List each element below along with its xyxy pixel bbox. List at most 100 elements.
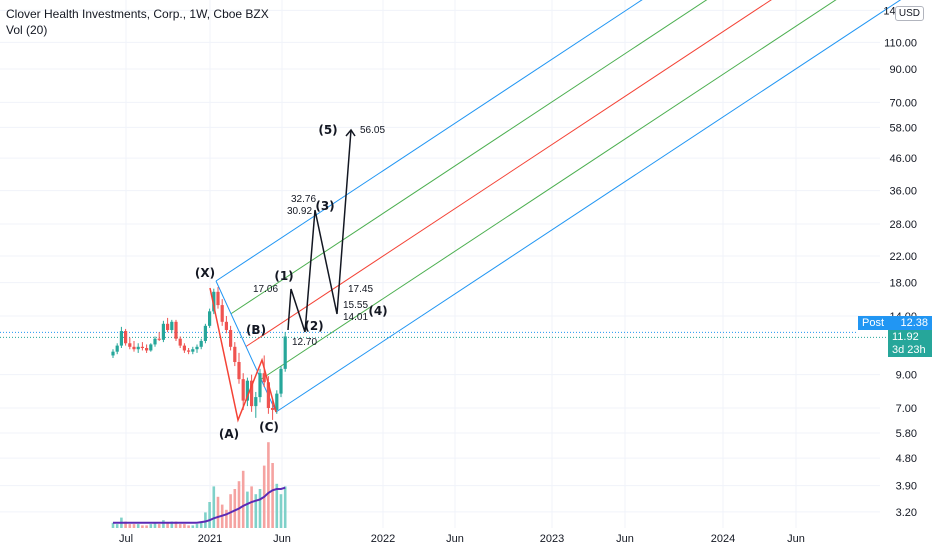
volume-bar [241, 470, 245, 528]
post-label: Post [862, 317, 885, 329]
time-axis: Jul 2021 Jun 2022 Jun 2023 Jun 2024 Jun [119, 533, 805, 545]
volume-bar [166, 522, 169, 528]
candle-body [266, 382, 270, 408]
wave-label: (5) [318, 123, 337, 137]
x-tick-label: Jun [273, 533, 291, 545]
candle-body [119, 331, 123, 346]
wave-annotations: (X) (A) (B) (C) (1) (2) (3) (4) (5) 17.06 12.70 32.… [195, 123, 388, 441]
currency-selector[interactable]: USD [894, 6, 924, 21]
candle-body [191, 349, 195, 352]
candle-body [166, 323, 170, 330]
x-tick-label: Jun [446, 533, 464, 545]
candle-body [233, 346, 237, 362]
volume-bar [136, 524, 140, 528]
volume-bar [212, 486, 216, 528]
candle-body [128, 343, 132, 347]
candle-body [212, 291, 216, 312]
wave-price-note: 14.01 [343, 312, 368, 323]
wave-price-note: 30.92 [287, 206, 312, 217]
impulse-path [287, 129, 352, 333]
volume-bar [225, 509, 228, 528]
candle-body [145, 348, 149, 351]
candles [111, 287, 287, 420]
grid [0, 0, 888, 528]
y-tick-label: 36.00 [889, 186, 917, 198]
volume-bar [271, 463, 274, 528]
wave-label: (X) [195, 266, 215, 280]
candle-body [111, 351, 115, 356]
pitchfork-inner-upper [230, 0, 708, 315]
x-tick-label: Jun [787, 533, 805, 545]
wave-label: (4) [368, 304, 387, 318]
y-tick-label: 4.80 [896, 453, 917, 465]
volume-bar [141, 525, 144, 528]
post-market-price-tag: Post 12.38 [858, 316, 932, 330]
last-price-value: 11.92 [892, 331, 919, 343]
candle-body [216, 291, 220, 306]
pitchfork-handle [215, 280, 277, 413]
volume-bar [229, 494, 232, 528]
volume-bar [233, 489, 237, 528]
volume-bar [153, 522, 157, 528]
volume-bar [178, 524, 182, 528]
volume-bar [254, 494, 258, 528]
y-tick-label: 110.00 [884, 37, 917, 49]
y-tick-label: 3.90 [896, 481, 917, 493]
pitchfork-median [245, 0, 772, 347]
candle-body [182, 345, 186, 351]
volume-bar [199, 521, 203, 528]
volume-bar [237, 481, 241, 528]
post-value: 12.38 [900, 317, 928, 329]
y-tick-label: 90.00 [889, 64, 917, 76]
x-tick-label: 2024 [711, 533, 735, 545]
candle-body [170, 321, 174, 330]
y-tick-label: 70.00 [889, 97, 917, 109]
volume-bar [267, 442, 270, 528]
volume-bar [191, 525, 195, 528]
volume-bar [124, 521, 127, 528]
volume-bar [115, 524, 119, 528]
volume-bar [250, 486, 253, 528]
candle-body [199, 340, 203, 347]
candle-body [161, 323, 165, 340]
y-tick-label: 18.00 [889, 278, 917, 290]
candle-body [136, 346, 140, 350]
volume-bar [195, 524, 199, 528]
volume-bars [111, 442, 287, 528]
candle-body [195, 346, 199, 350]
volume-bar [174, 521, 178, 528]
volume-ma [113, 486, 286, 524]
candle-body [241, 379, 245, 401]
candle-body [237, 361, 241, 380]
candle-body [157, 338, 161, 340]
volume-bar [204, 512, 207, 528]
impulse-wave-lines [287, 128, 356, 333]
candle-body [258, 373, 262, 398]
x-tick-label: Jun [616, 533, 634, 545]
bar-countdown-tag: 3d 23h [888, 343, 932, 357]
price-axis: 140.00110.0090.0070.0058.0046.0036.0028.… [883, 5, 917, 519]
candle-body [275, 393, 279, 410]
candle-body [132, 346, 136, 350]
volume-indicator-label[interactable]: Vol (20) [6, 23, 48, 37]
y-tick-label: 46.00 [889, 153, 917, 165]
candle-body [229, 329, 233, 347]
volume-bar [149, 524, 153, 528]
y-tick-label: 22.00 [889, 251, 917, 263]
volume-bar [111, 522, 115, 528]
candle-body [153, 338, 157, 345]
symbol-title[interactable]: Clover Health Investments, Corp., 1W, Cb… [6, 7, 269, 21]
candle-body [220, 305, 224, 322]
volume-bar [170, 521, 174, 528]
volume-bar [283, 486, 287, 528]
candle-body [115, 345, 119, 352]
wave-price-note: 56.05 [360, 125, 385, 136]
volume-bar [275, 483, 279, 528]
y-tick-label: 7.00 [896, 403, 917, 415]
candle-body [279, 368, 283, 394]
volume-bar [246, 491, 249, 528]
volume-bar [183, 524, 186, 528]
x-tick-label: 2021 [198, 533, 222, 545]
